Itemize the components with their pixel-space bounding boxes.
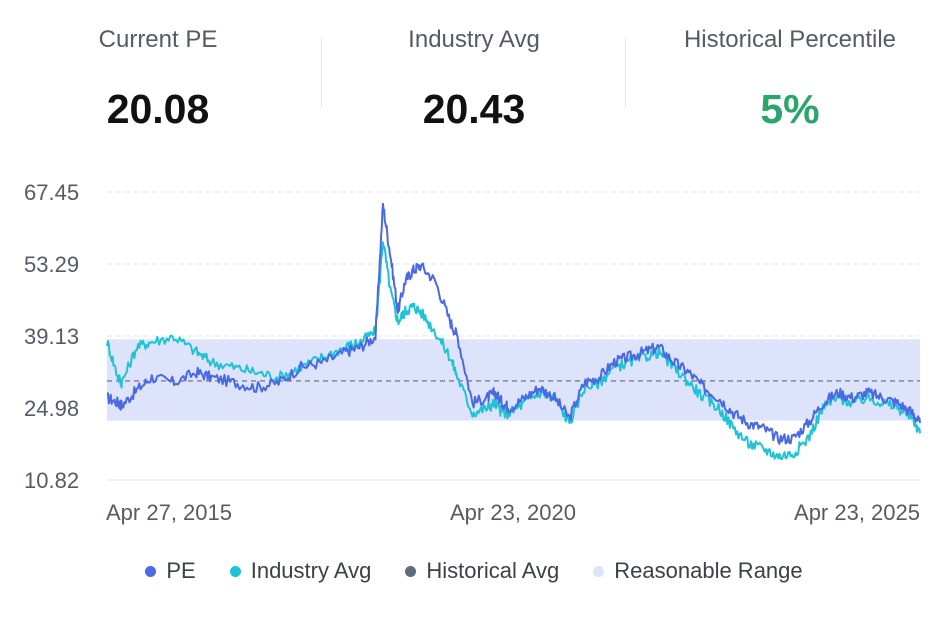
- range-legend-dot: [593, 565, 605, 577]
- y-tick-label: 10.82: [24, 468, 79, 493]
- current-pe-label: Current PE: [98, 26, 218, 53]
- legend-item-pe[interactable]: PE: [145, 558, 196, 584]
- stat-current-pe: Current PE 20.08: [0, 0, 316, 150]
- stats-row: Current PE 20.08 Industry Avg 20.43 Hist…: [0, 0, 948, 150]
- current-pe-value: 20.08: [106, 86, 210, 132]
- y-tick-label: 24.98: [24, 396, 79, 421]
- industry-avg-series-line: [106, 241, 921, 460]
- pe-line-chart: 67.45 53.29 39.13 24.98 10.82 Apr 27, 2015 Apr…: [24, 180, 921, 525]
- y-tick-label: 39.13: [24, 324, 79, 349]
- industry-avg-value: 20.43: [422, 86, 526, 132]
- y-tick-label: 67.45: [24, 180, 79, 205]
- stat-divider: [625, 38, 626, 108]
- x-tick-label: Apr 27, 2015: [106, 500, 232, 525]
- range-legend-label: Reasonable Range: [614, 558, 803, 583]
- stat-historical-percentile: Historical Percentile 5%: [632, 0, 948, 150]
- historical-percentile-value: 5%: [760, 86, 820, 132]
- x-tick-label: Apr 23, 2025: [794, 500, 920, 525]
- stat-industry-avg: Industry Avg 20.43: [316, 0, 632, 150]
- x-tick-label: Apr 23, 2020: [450, 500, 576, 525]
- pe-legend-dot: [145, 565, 157, 577]
- legend-item-industry[interactable]: Industry Avg: [229, 558, 372, 584]
- legend-item-range[interactable]: Reasonable Range: [593, 558, 803, 584]
- y-tick-label: 53.29: [24, 252, 79, 277]
- chart-legend: PE Industry Avg Historical Avg Reasonabl…: [0, 558, 948, 584]
- historical-percentile-label: Historical Percentile: [683, 26, 897, 53]
- stat-divider: [321, 38, 322, 108]
- pe-legend-label: PE: [166, 558, 196, 583]
- legend-item-historical[interactable]: Historical Avg: [405, 558, 559, 584]
- industry-legend-label: Industry Avg: [250, 558, 372, 583]
- pe-series-line: [106, 202, 921, 445]
- historical-legend-dot: [405, 565, 417, 577]
- industry-avg-label: Industry Avg: [408, 26, 540, 53]
- industry-legend-dot: [229, 565, 241, 577]
- historical-legend-label: Historical Avg: [426, 558, 560, 583]
